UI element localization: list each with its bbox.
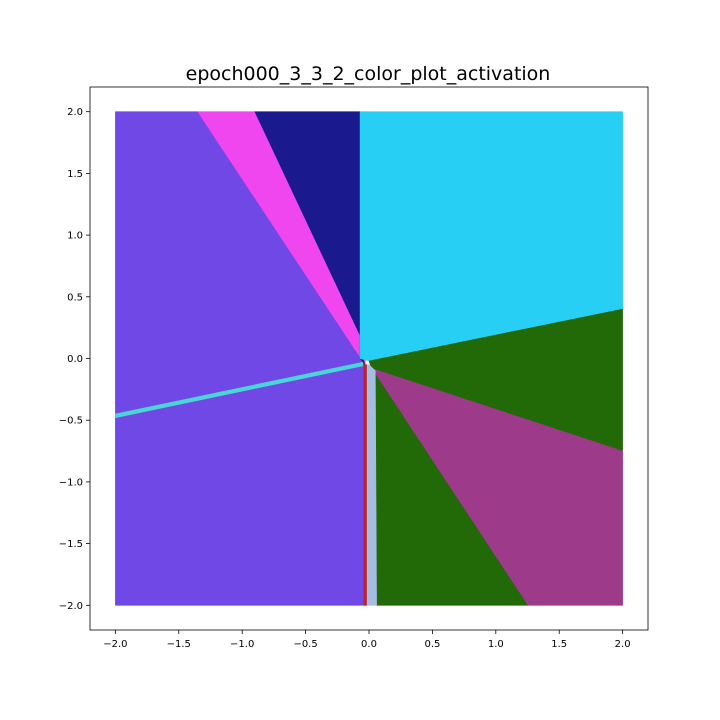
y-tick-label: 0.5	[67, 292, 83, 303]
plot-regions	[115, 111, 623, 606]
y-tick-label: 1.0	[67, 231, 83, 242]
x-tick-label: −0.5	[293, 639, 317, 650]
x-tick-label: −1.5	[167, 639, 191, 650]
y-tick-label: 2.0	[67, 107, 83, 118]
x-tick-label: 2.0	[615, 639, 631, 650]
x-tick-label: −2.0	[103, 639, 127, 650]
y-tick-label: 0.0	[67, 354, 83, 365]
region-lightblue-strip	[366, 364, 377, 606]
y-tick-label: −1.5	[59, 539, 83, 550]
y-tick-label: 1.5	[67, 169, 83, 180]
region-red-strip	[363, 364, 367, 606]
y-axis-ticks: −2.0 −1.5 −1.0 −0.5 0.0 0.5 1.0 1.5 2.0	[59, 107, 90, 612]
x-tick-label: 0.0	[361, 639, 377, 650]
x-tick-label: 0.5	[424, 639, 440, 650]
axes-frame	[89, 86, 649, 631]
region-turquoise-line	[115, 361, 364, 419]
x-tick-label: 1.0	[488, 639, 504, 650]
chart-title: epoch000_3_3_2_color_plot_activation	[186, 63, 551, 85]
x-tick-label: −1.0	[230, 639, 254, 650]
y-tick-label: −1.0	[59, 477, 83, 488]
y-tick-label: −0.5	[59, 416, 83, 427]
x-tick-label: 1.5	[551, 639, 567, 650]
x-axis-ticks: −2.0 −1.5 −1.0 −0.5 0.0 0.5 1.0 1.5 2.0	[103, 630, 631, 650]
y-tick-label: −2.0	[59, 601, 83, 612]
